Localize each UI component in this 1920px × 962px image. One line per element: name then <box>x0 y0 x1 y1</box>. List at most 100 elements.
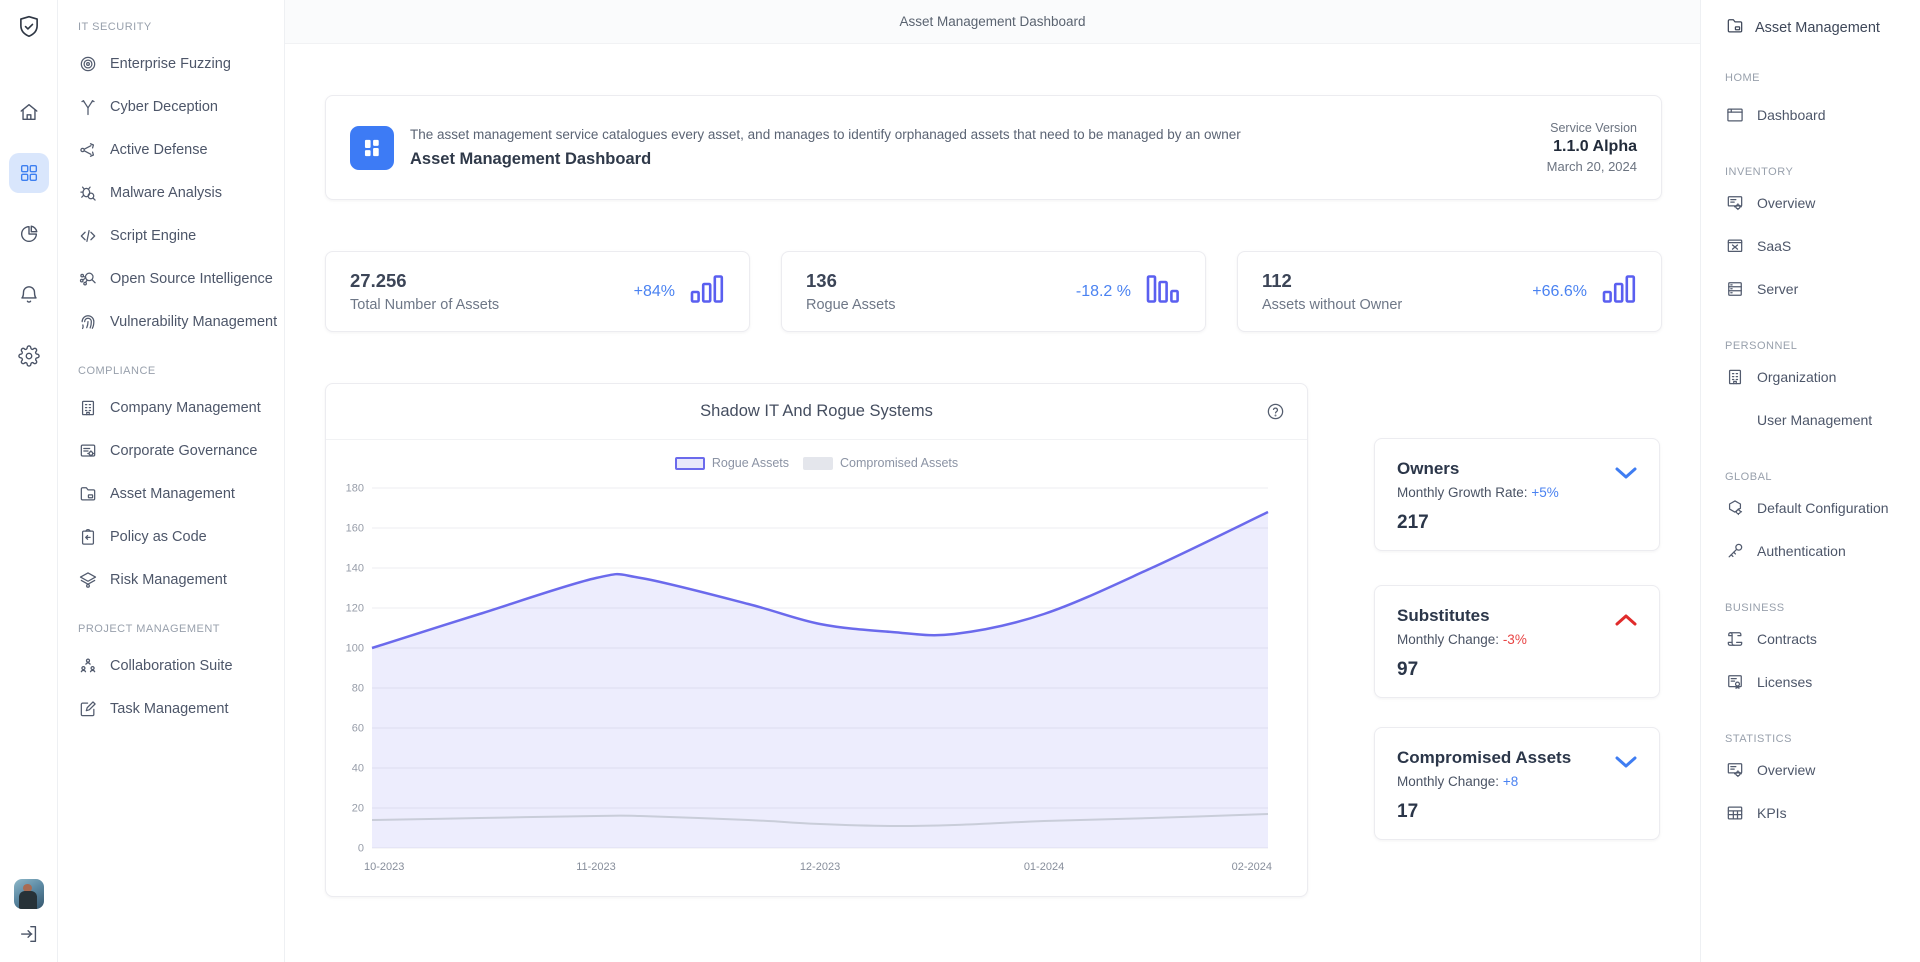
sidebar-item-asset-management[interactable]: Asset Management <box>78 472 284 515</box>
stat-cards-row: 27.256 Total Number of Assets +84% 136 Rogue… <box>325 251 1662 332</box>
legend-swatch <box>803 456 834 470</box>
bug-search-icon <box>78 183 98 203</box>
sidebar-item-label: Task Management <box>110 700 229 717</box>
rightnav-item-server[interactable]: Server <box>1725 267 1920 310</box>
presentation-gear-icon <box>1725 193 1745 213</box>
sidebar-item-task-management[interactable]: Task Management <box>78 687 284 730</box>
sidebar-item-company-management[interactable]: Company Management <box>78 386 284 429</box>
rightnav-item-label: Overview <box>1757 194 1816 211</box>
sidebar-item-risk-management[interactable]: Risk Management <box>78 558 284 601</box>
sidebar-item-label: Corporate Governance <box>110 442 258 459</box>
svg-text:60: 60 <box>352 723 364 735</box>
rightnav-item-label: Authentication <box>1757 542 1846 559</box>
sidebar-section-label: COMPLIANCE <box>78 365 156 377</box>
rightnav-section-label: INVENTORY <box>1725 166 1794 178</box>
stat-change: -18.2 % <box>1075 282 1131 300</box>
users-group-icon <box>78 656 98 676</box>
rightnav-item-contracts[interactable]: Contracts <box>1725 617 1920 660</box>
sidebar-item-label: Enterprise Fuzzing <box>110 55 231 72</box>
svg-text:120: 120 <box>346 603 364 615</box>
service-version-value: 1.1.0 Alpha <box>1553 138 1637 155</box>
sidebar-item-policy-as-code[interactable]: Policy as Code <box>78 515 284 558</box>
right-sidebar: Asset Management HOME Dashboard INVENTORY Ov… <box>1700 0 1920 962</box>
rightnav-item-overview[interactable]: Overview <box>1725 181 1920 224</box>
legend-swatch <box>674 456 705 470</box>
notifications-icon[interactable] <box>9 275 49 315</box>
service-version-date: March 20, 2024 <box>1546 159 1637 174</box>
rightnav-item-kpis[interactable]: KPIs <box>1725 791 1920 834</box>
sidebar-item-script-engine[interactable]: Script Engine <box>78 214 284 257</box>
users-icon <box>1725 410 1745 430</box>
svg-text:40: 40 <box>352 763 364 775</box>
rightnav-item-label: SaaS <box>1757 237 1792 254</box>
stat-change: +84% <box>633 282 675 300</box>
stat-label: Total Number of Assets <box>350 297 500 313</box>
rightnav-item-dashboard[interactable]: Dashboard <box>1725 93 1920 136</box>
rightnav-item-label: Dashboard <box>1757 106 1826 123</box>
target-icon <box>78 54 98 74</box>
sidebar-item-label: Script Engine <box>110 227 197 244</box>
rightnav-item-overview[interactable]: Overview <box>1725 748 1920 791</box>
presentation-gear-icon <box>1725 760 1745 780</box>
rightnav-item-organization[interactable]: Organization <box>1725 355 1920 398</box>
chevron-down-icon[interactable] <box>1613 754 1639 775</box>
svg-text:10-2023: 10-2023 <box>364 861 404 873</box>
app-logo-shield-icon <box>16 14 42 45</box>
share-nodes-icon <box>78 140 98 160</box>
sidebar-item-active-defense[interactable]: Active Defense <box>78 128 284 171</box>
legend-entry-compromised-assets[interactable]: Compromised Assets <box>803 456 958 470</box>
sidebar-section-label: IT SECURITY <box>78 21 152 33</box>
rightnav-section-label: PERSONNEL <box>1725 340 1798 352</box>
rightnav-item-authentication[interactable]: Authentication <box>1725 529 1920 572</box>
rightnav-section-label: BUSINESS <box>1725 602 1785 614</box>
rightnav-item-licenses[interactable]: Licenses <box>1725 660 1920 703</box>
building-icon <box>78 398 98 418</box>
sidebar-item-malware-analysis[interactable]: Malware Analysis <box>78 171 284 214</box>
sidebar-item-vulnerability-management[interactable]: Vulnerability Management <box>78 300 284 343</box>
sidebar-item-collaboration-suite[interactable]: Collaboration Suite <box>78 644 284 687</box>
svg-text:100: 100 <box>346 643 364 655</box>
sidebar-item-label: Vulnerability Management <box>110 313 278 330</box>
user-avatar[interactable] <box>13 879 44 909</box>
legend-label: Compromised Assets <box>840 456 959 470</box>
sidebar-section-label: PROJECT MANAGEMENT <box>78 623 221 635</box>
rightnav-item-default-configuration[interactable]: Default Configuration <box>1725 486 1920 529</box>
rightnav-item-label: Contracts <box>1757 630 1817 647</box>
settings-icon[interactable] <box>9 336 49 376</box>
legend-entry-rogue-assets[interactable]: Rogue Assets <box>674 456 789 470</box>
svg-text:80: 80 <box>352 683 364 695</box>
search-network-icon <box>78 269 98 289</box>
rightnav-item-label: Server <box>1757 280 1799 297</box>
right-sidebar-header[interactable]: Asset Management <box>1725 14 1920 42</box>
stat-card-rogue-assets: 136 Rogue Assets -18.2 % <box>781 251 1206 332</box>
side-card-title: Substitutes <box>1397 606 1490 625</box>
chevron-up-icon[interactable] <box>1613 612 1639 633</box>
folder-icon <box>1725 16 1745 40</box>
sidebar-item-cyber-deception[interactable]: Cyber Deception <box>78 85 284 128</box>
chart-card: Shadow IT And Rogue Systems Rogue Assets… <box>325 383 1308 897</box>
rightnav-item-label: User Management <box>1757 411 1873 428</box>
rightnav-item-saas[interactable]: SaaS <box>1725 224 1920 267</box>
branch-icon <box>78 97 98 117</box>
chevron-down-icon[interactable] <box>1613 465 1639 486</box>
home-icon[interactable] <box>9 92 49 132</box>
banner-title: Asset Management Dashboard <box>410 149 652 168</box>
sidebar-item-corporate-governance[interactable]: Corporate Governance <box>78 429 284 472</box>
rightnav-item-user-management[interactable]: User Management <box>1725 398 1920 441</box>
logout-icon[interactable] <box>18 923 40 950</box>
scroll-icon <box>1725 629 1745 649</box>
sidebar-item-label: Asset Management <box>110 485 235 502</box>
rightnav-section-label: GLOBAL <box>1725 471 1773 483</box>
stat-label: Assets without Owner <box>1262 297 1403 313</box>
sidebar-item-open-source-intelligence[interactable]: Open Source Intelligence <box>78 257 284 300</box>
sidebar-item-enterprise-fuzzing[interactable]: Enterprise Fuzzing <box>78 42 284 85</box>
certificate-icon <box>1725 672 1745 692</box>
sidebar-item-label: Malware Analysis <box>110 184 223 201</box>
code-icon <box>78 226 98 246</box>
dashboard-icon[interactable] <box>8 153 49 193</box>
analytics-icon[interactable] <box>9 214 49 254</box>
icon-rail <box>0 0 58 962</box>
help-icon[interactable] <box>1266 402 1285 426</box>
layers-icon <box>78 570 98 590</box>
table-icon <box>1725 803 1745 823</box>
